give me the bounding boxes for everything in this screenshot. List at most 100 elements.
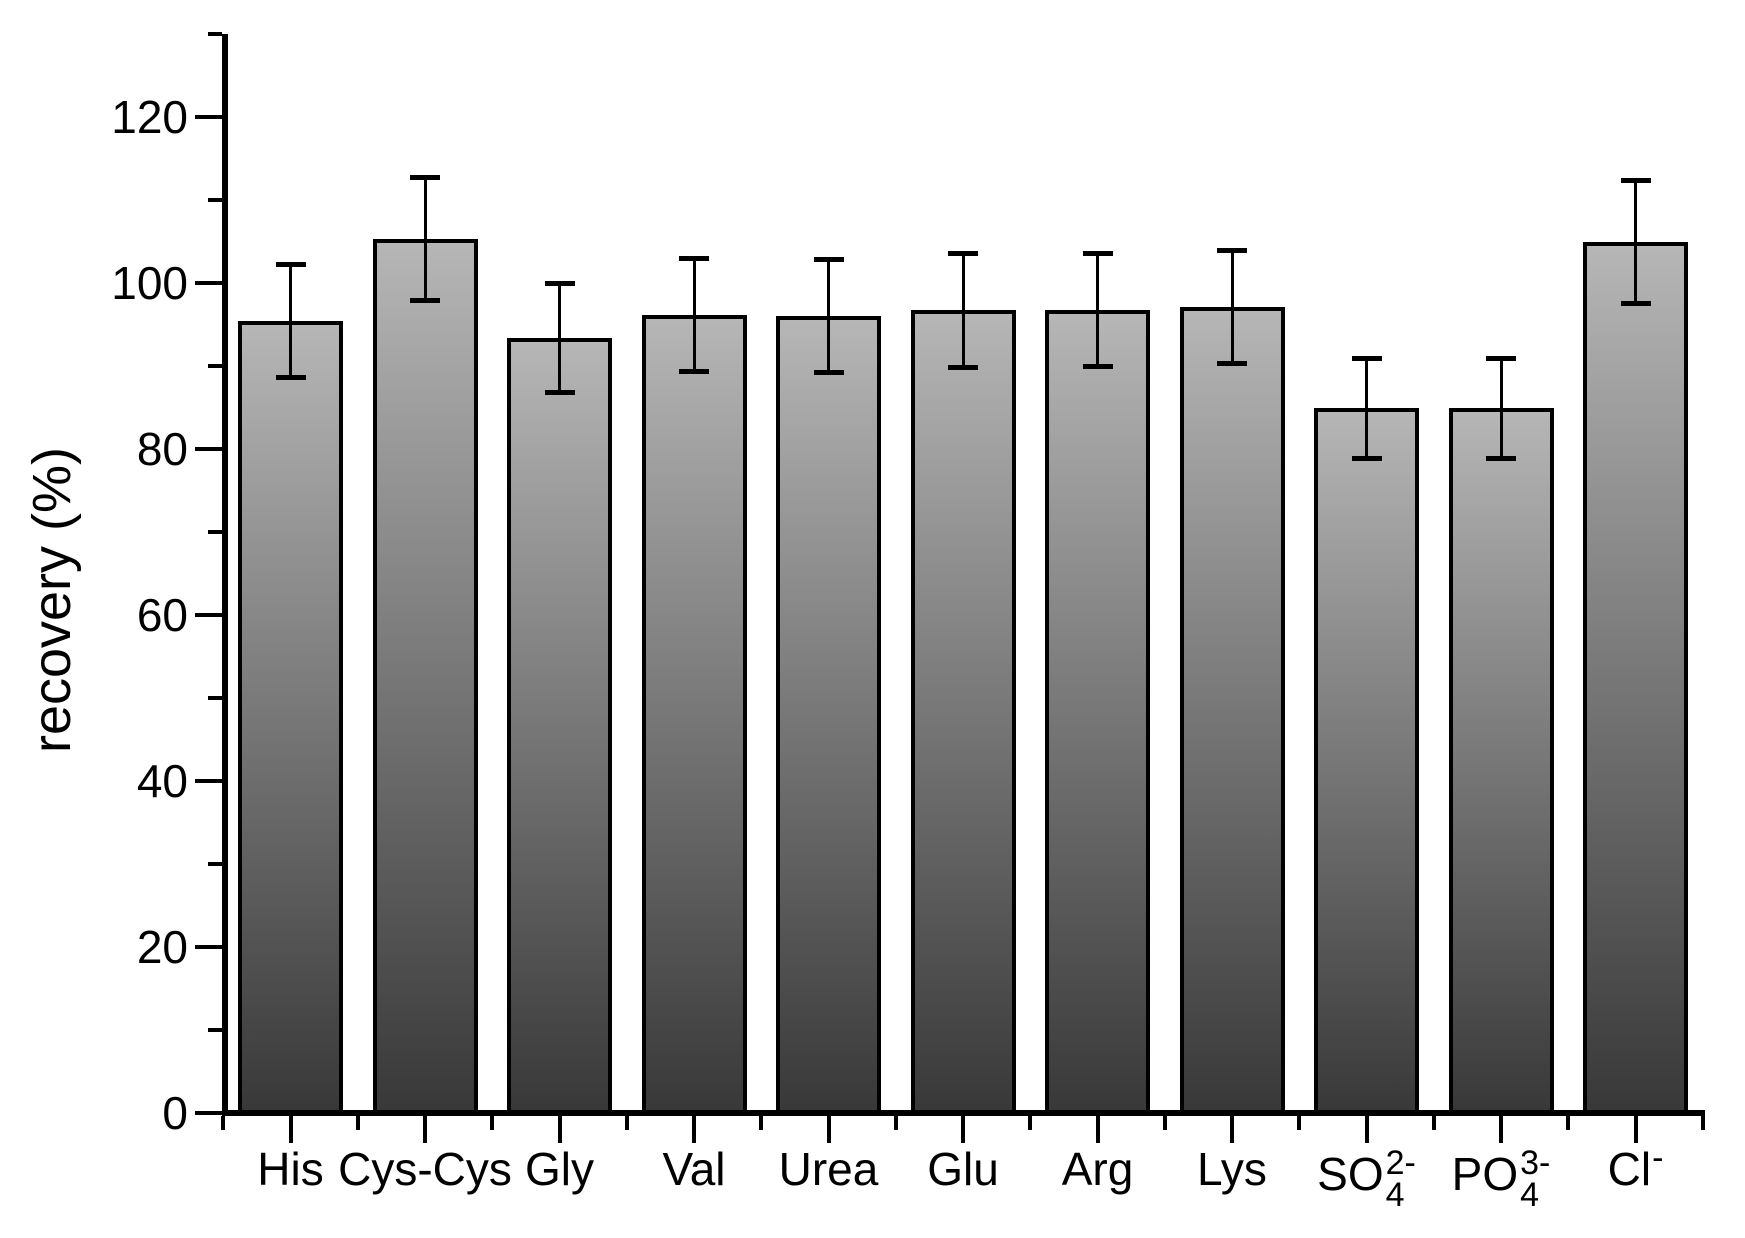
y-axis-line: [222, 34, 228, 1116]
x-tick-label-glu: Glu: [833, 1146, 1093, 1192]
error-bar-cap-bottom: [1486, 455, 1516, 461]
error-bar-line: [1096, 253, 1099, 366]
x-major-tick: [1230, 1116, 1234, 1143]
error-bar-cap-top: [1082, 250, 1113, 256]
bar-cl: [1583, 242, 1688, 1116]
label-scripts: 2- 4: [1385, 1144, 1416, 1214]
error-bar-cap-bottom: [1217, 361, 1247, 366]
error-bar-cap-bottom: [1351, 455, 1382, 461]
x-major-tick: [1095, 1116, 1100, 1143]
x-tick-label-cl: Cl-: [1506, 1139, 1745, 1197]
x-major-tick: [423, 1116, 427, 1143]
x-major-tick: [1499, 1116, 1503, 1143]
label-main: Lys: [1197, 1143, 1267, 1195]
error-bar-line: [558, 283, 561, 393]
x-tick-label-cys-cys: Cys-Cys: [295, 1146, 555, 1192]
bar-cys-cys: [372, 239, 478, 1116]
x-minor-tick: [624, 1116, 629, 1130]
error-bar-cap-bottom: [275, 375, 306, 381]
error-bar-cap-bottom: [813, 370, 844, 376]
label-main: SO: [1317, 1148, 1384, 1201]
label-main: Val: [662, 1143, 726, 1195]
label-sub: 4: [1520, 1176, 1540, 1214]
error-bar-cap-bottom: [410, 297, 440, 303]
y-minor-tick: [208, 696, 222, 700]
x-major-tick: [288, 1116, 293, 1143]
label-main: Glu: [927, 1143, 999, 1195]
y-minor-tick: [208, 32, 222, 36]
bar-po4: [1448, 408, 1554, 1116]
label-scripts: 3- 4: [1520, 1146, 1550, 1214]
y-minor-tick: [208, 1028, 222, 1032]
error-bar-line: [289, 264, 292, 378]
label-main: Gly: [525, 1143, 594, 1195]
x-minor-tick: [1028, 1116, 1033, 1130]
x-minor-tick: [490, 1116, 495, 1130]
y-tick-label-60: 60: [136, 589, 188, 641]
y-major-tick: [195, 281, 222, 285]
error-bar-cap-top: [813, 257, 844, 263]
y-tick-label-100: 100: [111, 257, 188, 309]
x-tick-label-lys: Lys: [1102, 1146, 1362, 1192]
error-bar-cap-top: [544, 280, 575, 286]
label-sup: -: [1652, 1139, 1664, 1177]
error-bar-cap-top: [948, 250, 978, 256]
label-sup: 2-: [1385, 1144, 1416, 1182]
y-tick-label-40: 40: [136, 755, 188, 807]
y-major-tick: [195, 779, 222, 783]
x-minor-tick: [221, 1116, 226, 1130]
x-minor-tick: [759, 1116, 764, 1130]
bar-so4: [1314, 408, 1419, 1116]
error-bar-cap-bottom: [679, 369, 709, 375]
x-minor-tick: [1566, 1116, 1571, 1130]
bar-glu: [910, 310, 1016, 1116]
error-bar-line: [423, 177, 427, 301]
label-main: His: [257, 1143, 324, 1195]
x-major-tick: [826, 1116, 831, 1143]
error-bar-line: [1499, 358, 1503, 459]
y-tick-label-120: 120: [111, 91, 188, 143]
x-tick-label-his: His: [161, 1146, 421, 1192]
x-major-tick: [1633, 1116, 1638, 1143]
error-bar-cap-top: [679, 256, 709, 262]
error-bar-cap-top: [275, 262, 306, 268]
error-bar-line: [961, 253, 965, 368]
y-major-tick: [195, 447, 222, 451]
bar-gly: [507, 337, 612, 1116]
x-tick-label-urea: Urea: [699, 1146, 959, 1192]
error-bar-cap-bottom: [948, 365, 978, 371]
y-tick-label-80: 80: [136, 423, 188, 475]
x-tick-label-so4: SO 2- 4: [1237, 1144, 1497, 1214]
y-major-tick: [195, 1111, 222, 1115]
label-main: Cys-Cys: [338, 1143, 512, 1195]
bar-arg: [1045, 309, 1150, 1116]
error-bar-line: [692, 258, 696, 372]
x-minor-tick: [1162, 1116, 1167, 1130]
x-tick-label-gly: Gly: [430, 1146, 690, 1192]
error-bar-line: [1365, 358, 1368, 459]
error-bar-cap-top: [1620, 178, 1651, 184]
label-main: PO: [1451, 1148, 1519, 1201]
bar-his: [238, 321, 343, 1116]
y-major-tick: [195, 945, 222, 949]
bar-lys: [1179, 307, 1285, 1116]
y-tick-label-0: 0: [162, 1087, 188, 1139]
error-bar-cap-bottom: [1620, 301, 1651, 307]
error-bar-line: [1634, 180, 1637, 304]
x-major-tick: [961, 1116, 965, 1143]
label-sub: 4: [1385, 1176, 1405, 1214]
error-bar-cap-top: [1486, 356, 1516, 362]
x-tick-label-arg: Arg: [968, 1146, 1228, 1192]
label-main: Arg: [1061, 1143, 1134, 1195]
x-major-tick: [557, 1116, 562, 1143]
x-minor-tick: [1297, 1116, 1302, 1130]
error-bar-cap-top: [1351, 356, 1382, 362]
error-bar-cap-top: [1217, 248, 1247, 254]
y-minor-tick: [208, 198, 222, 202]
error-bar-cap-bottom: [544, 390, 575, 396]
bar-val: [641, 315, 747, 1116]
x-minor-tick: [1700, 1116, 1705, 1130]
x-minor-tick: [355, 1116, 360, 1130]
x-minor-tick: [1431, 1116, 1436, 1130]
